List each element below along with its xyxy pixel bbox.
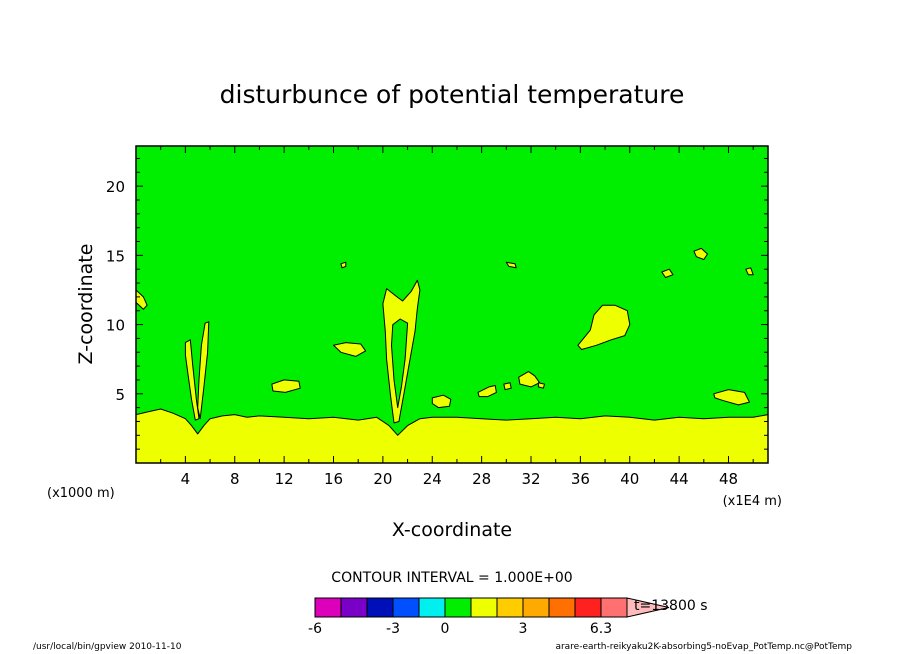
colorbar-swatch bbox=[522, 597, 550, 618]
contour-plume-center-hole bbox=[391, 318, 409, 409]
colorbar-swatch bbox=[574, 597, 602, 618]
y-tick-label: 5 bbox=[115, 386, 125, 404]
colorbar-swatch bbox=[496, 597, 524, 618]
y-tick-label: 10 bbox=[106, 317, 125, 335]
y-tick-label: 15 bbox=[106, 247, 125, 265]
y-tick-label: 20 bbox=[106, 178, 125, 196]
x-tick-label: 40 bbox=[620, 470, 639, 488]
contour-plume-left-a bbox=[184, 339, 200, 421]
contour-patch-12 bbox=[661, 268, 674, 278]
contour-patch-7 bbox=[503, 382, 512, 391]
colorbar-arrow bbox=[626, 597, 670, 618]
x-tick-label: 28 bbox=[472, 470, 491, 488]
x-tick-label: 24 bbox=[423, 470, 442, 488]
x-tick-label: 32 bbox=[521, 470, 540, 488]
plot-background bbox=[136, 146, 768, 463]
contour-patch-14 bbox=[745, 267, 754, 276]
time-label: t=13800 s bbox=[634, 598, 708, 614]
x-tick-label: 8 bbox=[230, 470, 240, 488]
x-tick-label: 16 bbox=[324, 470, 343, 488]
y-axis-label: Z-coordinate bbox=[75, 244, 97, 365]
contour-patch-11 bbox=[577, 304, 631, 350]
footer-left: /usr/local/bin/gpview 2010-11-10 bbox=[33, 642, 182, 652]
colorbar-tick-label: -3 bbox=[386, 621, 400, 637]
colorbar-swatch bbox=[418, 597, 446, 618]
x-axis-scale-note: (x1E4 m) bbox=[723, 494, 782, 509]
contour-patch-4 bbox=[271, 379, 301, 393]
x-tick-label: 48 bbox=[719, 470, 738, 488]
colorbar-swatch bbox=[392, 597, 420, 618]
colorbar: -6 -3 0 3 6.3 bbox=[308, 597, 670, 637]
contour-patch-1 bbox=[136, 289, 148, 310]
colorbar-tick-label: 6.3 bbox=[590, 621, 612, 637]
contour-regions bbox=[136, 247, 768, 463]
contour-patch-3 bbox=[333, 342, 367, 357]
colorbar-swatch bbox=[444, 597, 472, 618]
colorbar-swatch bbox=[366, 597, 394, 618]
colorbar-swatch bbox=[600, 597, 628, 618]
contour-patch-2 bbox=[340, 261, 347, 269]
colorbar-swatch bbox=[470, 597, 498, 618]
x-tick-label: 44 bbox=[670, 470, 689, 488]
colorbar-tick-label: 3 bbox=[519, 621, 528, 637]
colorbar-swatch bbox=[340, 597, 368, 618]
contour-patch-9 bbox=[537, 382, 546, 389]
colorbar-tick-label: -6 bbox=[308, 621, 322, 637]
contour-plume-left-b bbox=[197, 321, 210, 420]
x-tick-label: 4 bbox=[181, 470, 191, 488]
x-axis-label: X-coordinate bbox=[392, 519, 512, 541]
contour-interval-label: CONTOUR INTERVAL = 1.000E+00 bbox=[331, 570, 572, 586]
x-tick-label: 20 bbox=[373, 470, 392, 488]
plot-frame bbox=[135, 145, 769, 464]
contour-patch-15 bbox=[713, 389, 750, 406]
x-axis-units: (x1000 m) bbox=[47, 486, 115, 501]
contour-boundary-layer bbox=[136, 408, 768, 463]
colorbar-tick-label: 0 bbox=[441, 621, 450, 637]
contour-patch-6 bbox=[477, 385, 497, 398]
footer-right: arare-earth-reikyaku2K-absorbing5-noEvap… bbox=[555, 642, 852, 652]
x-tick-label: 12 bbox=[275, 470, 294, 488]
chart-title: disturbunce of potential temperature bbox=[220, 80, 685, 109]
colorbar-swatch bbox=[314, 597, 342, 618]
contour-patch-10 bbox=[505, 261, 517, 269]
contour-patch-13 bbox=[693, 247, 708, 260]
colorbar-swatch bbox=[548, 597, 576, 618]
x-tick-label: 36 bbox=[571, 470, 590, 488]
contour-patch-5 bbox=[431, 394, 452, 409]
